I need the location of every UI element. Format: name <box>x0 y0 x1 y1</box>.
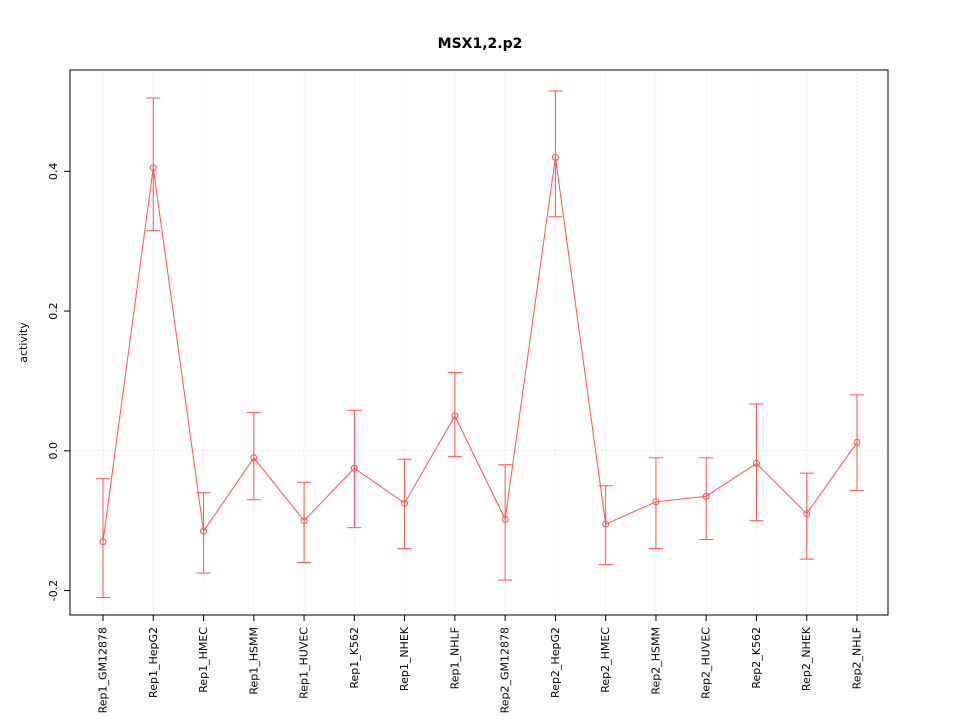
x-tick-label: Rep2_GM12878 <box>499 627 512 713</box>
x-tick-label: Rep1_HMEC <box>197 627 210 693</box>
data-point <box>551 153 559 161</box>
y-tick-label: -0.2 <box>47 580 60 601</box>
y-tick-label: 0.2 <box>47 302 60 320</box>
data-point <box>652 498 660 506</box>
x-tick-label: Rep1_HUVEC <box>298 627 311 699</box>
series-line <box>102 157 858 542</box>
data-point <box>451 412 459 420</box>
data-point <box>250 454 258 462</box>
data-point <box>149 164 157 172</box>
data-point <box>602 520 610 528</box>
x-tick-label: Rep2_HepG2 <box>549 627 562 698</box>
x-tick-label: Rep2_HUVEC <box>700 627 713 699</box>
x-tick-label: Rep1_HSMM <box>247 627 260 695</box>
data-point <box>99 538 107 546</box>
y-tick-label: 0.0 <box>47 442 60 460</box>
x-tick-label: Rep2_K562 <box>750 627 763 689</box>
x-tick-label: Rep2_HMEC <box>599 627 612 693</box>
data-point <box>853 438 861 446</box>
data-point <box>300 517 308 525</box>
x-tick-label: Rep2_NHLF <box>851 627 864 689</box>
x-tick-label: Rep1_NHEK <box>398 626 411 691</box>
plot-area: -0.2 0.0 0.2 0.4 Rep1_GM12878 Rep1_HepG2 Rep1_… <box>47 69 889 713</box>
data-point <box>200 527 208 535</box>
data-point <box>702 492 710 500</box>
chart-title: MSX1,2.p2 <box>438 36 523 52</box>
data-point <box>752 459 760 467</box>
x-tick-label: Rep1_K562 <box>348 627 361 689</box>
x-tick-label: Rep1_HepG2 <box>147 627 160 698</box>
data-point <box>501 515 509 523</box>
x-tick-label: Rep2_HSMM <box>649 627 662 695</box>
y-tick-label: 0.4 <box>47 163 60 181</box>
plot-border <box>69 69 889 616</box>
x-tick-label: Rep1_GM12878 <box>97 627 110 713</box>
data-point <box>803 510 811 518</box>
data-point <box>350 464 358 472</box>
data-point <box>401 499 409 507</box>
x-tick-label: Rep2_NHEK <box>800 626 813 691</box>
y-axis-label: activity <box>17 322 30 363</box>
x-tick-label: Rep1_NHLF <box>448 627 461 689</box>
